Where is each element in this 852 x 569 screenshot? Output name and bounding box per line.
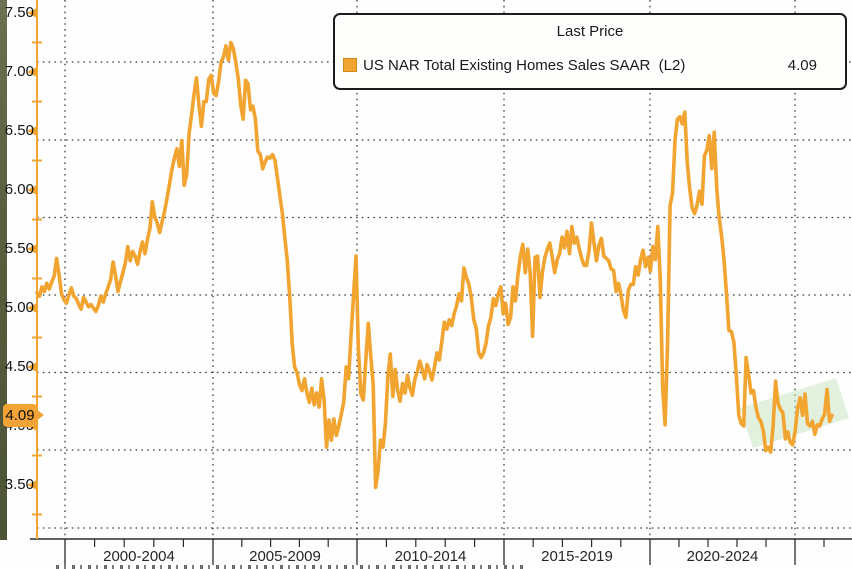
legend-title: Last Price [556,23,624,40]
x-axis-block-label: 2000-2004 [103,548,175,565]
y-tick-label: 4.50 [4,358,34,375]
price-line [35,40,834,490]
legend-series-label: US NAR Total Existing Homes Sales SAAR (… [363,57,686,74]
y-tick-label: 7.00 [4,63,34,80]
x-axis-block-label: 2015-2019 [541,548,613,565]
y-axis-major-tick-icon [27,480,37,490]
cropped-bottom-text [56,565,524,569]
x-axis-block-label: 2010-2014 [394,548,467,565]
y-tick-label: 5.50 [4,240,34,257]
y-tick-label: 6.50 [4,122,34,139]
y-tick-label: 3.50 [4,476,34,493]
highlight-region [740,378,849,448]
last-price-marker-arrow-icon [36,409,44,421]
y-axis-major-tick-icon [27,185,37,195]
left-edge-strip [0,0,7,540]
y-axis-major-tick-icon [27,8,37,18]
y-axis-major-tick-icon [27,126,37,136]
y-tick-label: 7.50 [4,4,34,21]
x-axis-block-label: 2020-2024 [686,548,759,565]
y-axis-major-tick-icon [27,67,37,77]
y-axis-major-tick-icon [27,362,37,372]
y-axis-major-tick-icon [27,244,37,254]
last-price-axis-marker: 4.09 [3,404,37,427]
legend-series-row[interactable]: US NAR Total Existing Homes Sales SAAR (… [343,55,845,75]
y-tick-label: 5.00 [4,299,34,316]
legend-last-price-value: 4.09 [787,57,817,74]
legend-box: Last Price US NAR Total Existing Homes S… [333,13,847,90]
series-color-swatch-icon [343,58,357,72]
y-axis-major-tick-icon [27,303,37,313]
x-axis-block-label: 2005-2009 [249,548,321,565]
y-tick-label: 6.00 [4,181,34,198]
